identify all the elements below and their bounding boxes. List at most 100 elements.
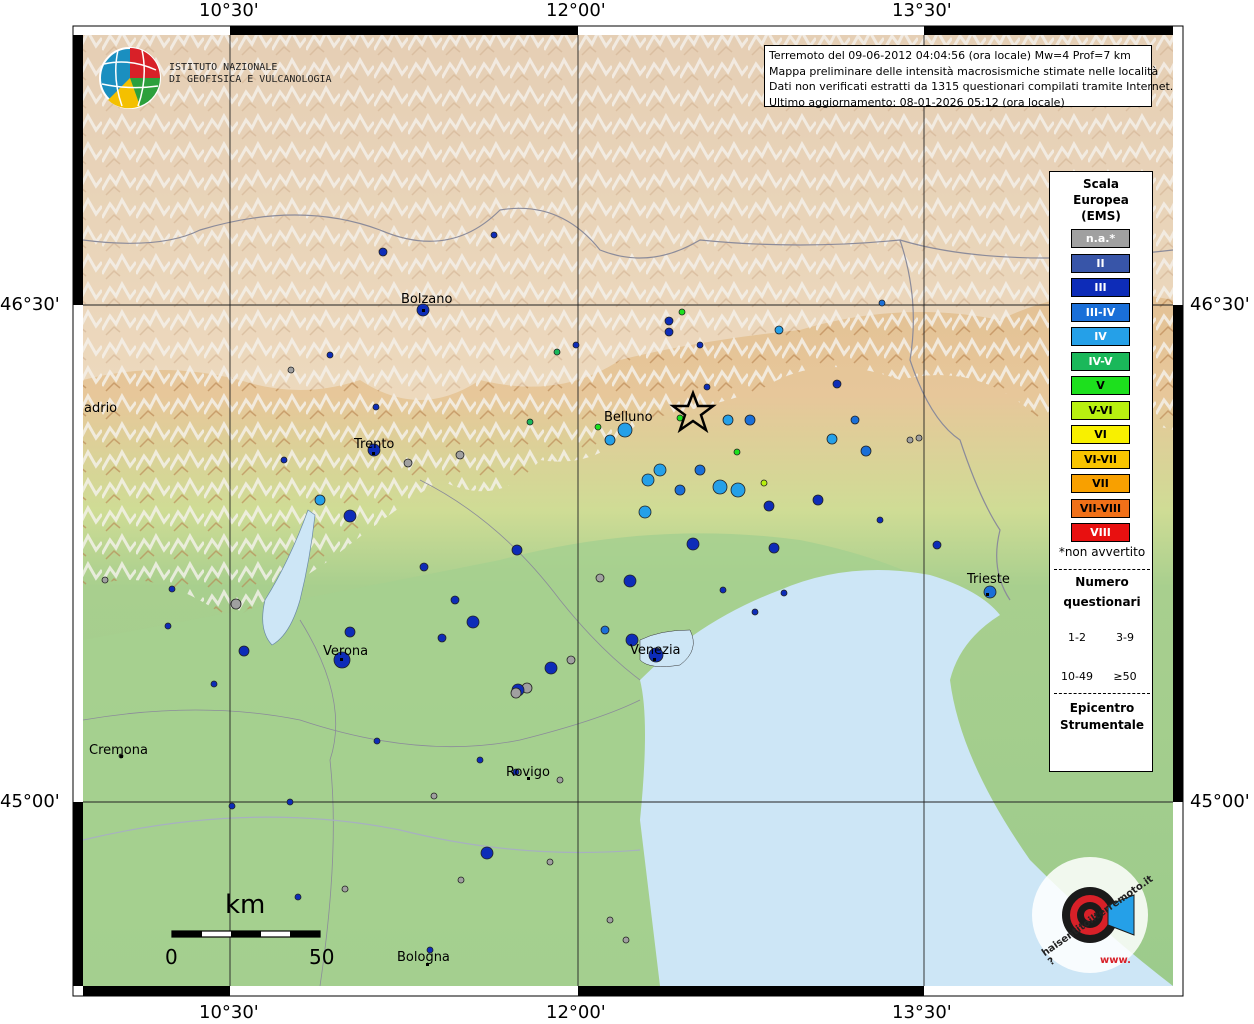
observation-point: [238, 645, 250, 657]
scale-unit-label: km: [225, 890, 266, 920]
observation-point: [674, 484, 686, 496]
observation-point: [703, 383, 711, 391]
lake-garda: [262, 509, 316, 646]
legend-class-iv: IV: [1071, 327, 1130, 346]
lon-label-top-10-30: 10°30': [199, 0, 259, 21]
legend-class-v-vi: V-VI: [1071, 401, 1130, 420]
legend-count-1-2: 1-2: [1068, 631, 1086, 644]
lon-label-bottom-10-30: 10°30': [199, 1002, 259, 1023]
observation-point: [490, 231, 498, 239]
observation-point: [664, 316, 674, 326]
lat-label-left-46-30: 46°30': [0, 294, 60, 315]
observation-point: [774, 325, 784, 335]
observation-point: [280, 456, 288, 464]
observation-point: [906, 436, 914, 444]
observation-point: [430, 792, 438, 800]
observation-point: [876, 516, 884, 524]
city-label-madrio: adrio: [84, 401, 118, 416]
institute-line-2: DI GEOFISICA E VULCANOLOGIA: [169, 74, 332, 85]
observation-point: [768, 542, 780, 554]
observation-point: [983, 585, 997, 599]
lon-label-top-13-30: 13°30': [892, 0, 952, 21]
observation-point: [696, 341, 704, 349]
observation-point: [812, 494, 824, 506]
legend-class-iii: III: [1071, 278, 1130, 297]
city-label-bolzano: Bolzano: [401, 292, 453, 307]
city-label-cremona: Cremona: [89, 743, 148, 758]
observation-point: [556, 776, 564, 784]
observation-point: [341, 885, 349, 893]
city-label-trieste: Trieste: [967, 572, 1010, 587]
legend-class-iv-v: IV-V: [1071, 352, 1130, 371]
observation-point: [915, 434, 923, 442]
epicenter-star: [669, 389, 717, 434]
legend-count-10-49: 10-49: [1061, 670, 1093, 683]
observation-point: [604, 434, 616, 446]
badge-url-text: www.: [1100, 955, 1131, 966]
observation-point: [638, 505, 652, 519]
city-label-trento: Trento: [354, 437, 395, 452]
observation-point: [686, 537, 700, 551]
observation-point: [850, 415, 860, 425]
observation-point: [751, 608, 759, 616]
lon-label-bottom-13-30: 13°30': [892, 1002, 952, 1023]
observation-point: [210, 680, 218, 688]
observation-point: [480, 846, 494, 860]
observation-point: [403, 458, 413, 468]
city-label-rovigo: Rovigo: [506, 765, 550, 780]
adriatic-sea: [640, 570, 1173, 986]
observation-point: [722, 414, 734, 426]
observation-point: [168, 585, 176, 593]
observation-point: [600, 625, 610, 635]
observation-point: [314, 494, 326, 506]
observation-point: [228, 802, 236, 810]
observation-point: [648, 647, 664, 663]
institute-line-1: ISTITUTO NAZIONALE: [169, 62, 278, 73]
observation-point: [373, 737, 381, 745]
alps-relief: [83, 35, 1173, 620]
observation-point: [526, 418, 534, 426]
observation-point: [437, 633, 447, 643]
observation-point: [372, 403, 380, 411]
lat-label-right-46-30: 46°30': [1190, 294, 1250, 315]
observation-point: [653, 463, 667, 477]
event-info-line-4: Ultimo aggiornamento: 08-01-2026 05:12 (…: [769, 95, 1065, 109]
observation-point: [455, 450, 465, 460]
observation-point: [343, 509, 357, 523]
legend-class-vi: VI: [1071, 425, 1130, 444]
scale-bar: [171, 930, 321, 938]
observation-point: [101, 576, 109, 584]
observation-point: [476, 756, 484, 764]
observation-point: [466, 615, 480, 629]
observation-point: [544, 661, 558, 675]
legend-class-vi-vii: VI-VII: [1071, 450, 1130, 469]
observation-point: [860, 445, 872, 457]
observation-points: [101, 231, 997, 954]
legend-class-viii: VIII: [1071, 523, 1130, 542]
observation-point: [450, 595, 460, 605]
legend-count-title-2: questionari: [1063, 595, 1141, 609]
observation-point: [164, 622, 172, 630]
observation-point: [367, 443, 381, 457]
observation-point: [566, 655, 576, 665]
legend-not-felt-note: *non avvertito: [1058, 545, 1146, 559]
event-info-line-1: Terremoto del 09-06-2012 04:04:56 (ora l…: [769, 49, 1131, 62]
observation-point: [760, 479, 768, 487]
observation-point: [294, 893, 302, 901]
scale-end-label: 50: [309, 945, 335, 969]
observation-point: [457, 876, 465, 884]
haisentito-badge: [1032, 857, 1148, 973]
legend-class-vii: VII: [1071, 474, 1130, 493]
observation-point: [230, 598, 242, 610]
legend-class-ii: II: [1071, 254, 1130, 273]
observation-point: [419, 562, 429, 572]
observation-point: [606, 916, 614, 924]
observation-point: [546, 858, 554, 866]
lat-label-left-45-00: 45°00': [0, 791, 60, 812]
legend-class-v: V: [1071, 376, 1130, 395]
observation-point: [730, 482, 746, 498]
legend-title-1: Scala: [1082, 177, 1120, 191]
observation-point: [326, 351, 334, 359]
observation-point: [664, 327, 674, 337]
